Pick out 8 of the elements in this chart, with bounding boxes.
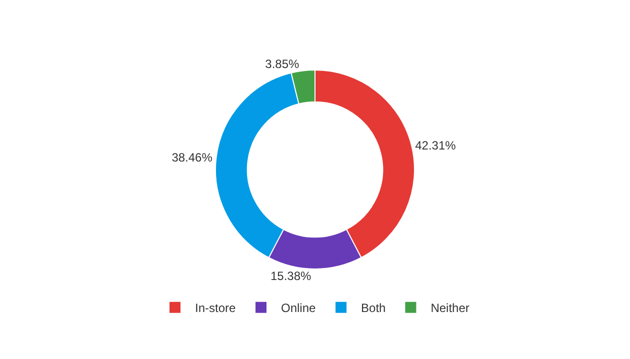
legend-label: Neither [430,301,470,316]
data-label: 15.38% [270,269,312,283]
legend-label: Both [361,301,386,316]
data-label: 3.85% [265,56,300,71]
data-label: 38.46% [172,150,213,164]
legend-label: In-store [195,301,236,316]
legend-label: Online [281,301,316,316]
data-label: 42.31% [415,138,456,152]
